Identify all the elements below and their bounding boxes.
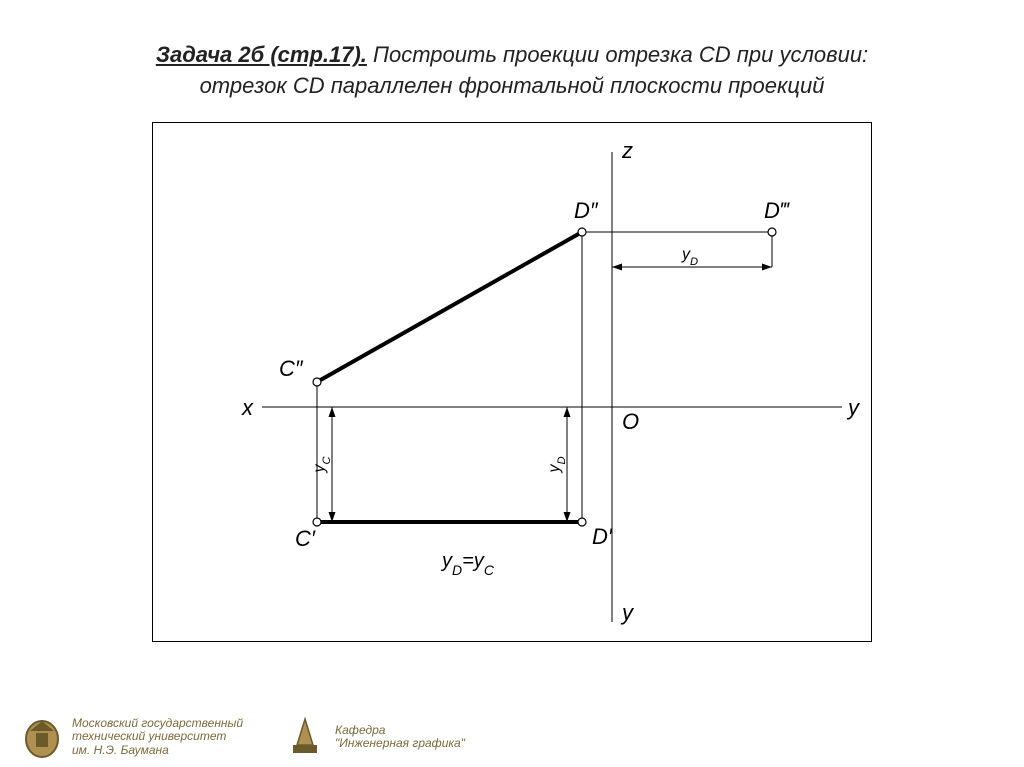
svg-text:D′: D′ — [592, 524, 613, 549]
title-rest1: Построить проекции отрезка CD при услови… — [367, 42, 868, 67]
footer-org1-text: Московский государственный технический у… — [72, 717, 243, 757]
title-line2: отрезок CD параллелен фронтальной плоско… — [200, 73, 825, 98]
svg-text:D‴: D‴ — [764, 198, 790, 223]
svg-text:x: x — [241, 395, 254, 420]
diagram-svg: x y z y OyC yD yD C″ D″ C′ D′ D‴ yD=yC — [152, 122, 872, 642]
page-title: Задача 2б (стр.17). Построить проекции о… — [0, 40, 1024, 102]
figure: x y z y OyC yD yD C″ D″ C′ D′ D‴ yD=yC — [152, 122, 872, 642]
svg-text:yC: yC — [311, 455, 333, 473]
svg-text:O: O — [622, 409, 639, 434]
svg-text:yD: yD — [681, 246, 698, 268]
footer-brand-2: Кафедра "Инженерная графика" — [283, 715, 465, 759]
svg-text:C′: C′ — [295, 526, 316, 551]
svg-text:D″: D″ — [574, 198, 599, 223]
title-lead: Задача 2б (стр.17). — [156, 42, 367, 67]
svg-text:yD: yD — [546, 456, 568, 473]
footer: Московский государственный технический у… — [0, 707, 1024, 767]
svg-text:C″: C″ — [279, 356, 304, 381]
footer-org1-line3: им. Н.Э. Баумана — [72, 744, 243, 757]
university-crest-icon — [20, 715, 64, 759]
footer-brand-1: Московский государственный технический у… — [20, 715, 243, 759]
footer-org2-line2: "Инженерная графика" — [335, 737, 465, 750]
svg-text:y: y — [846, 395, 861, 420]
department-icon — [283, 715, 327, 759]
svg-text:z: z — [621, 138, 633, 163]
footer-org2-text: Кафедра "Инженерная графика" — [335, 724, 465, 750]
svg-text:yD=yC: yD=yC — [440, 550, 495, 578]
svg-text:y: y — [620, 600, 635, 625]
footer-org1-line2: технический университет — [72, 730, 243, 743]
